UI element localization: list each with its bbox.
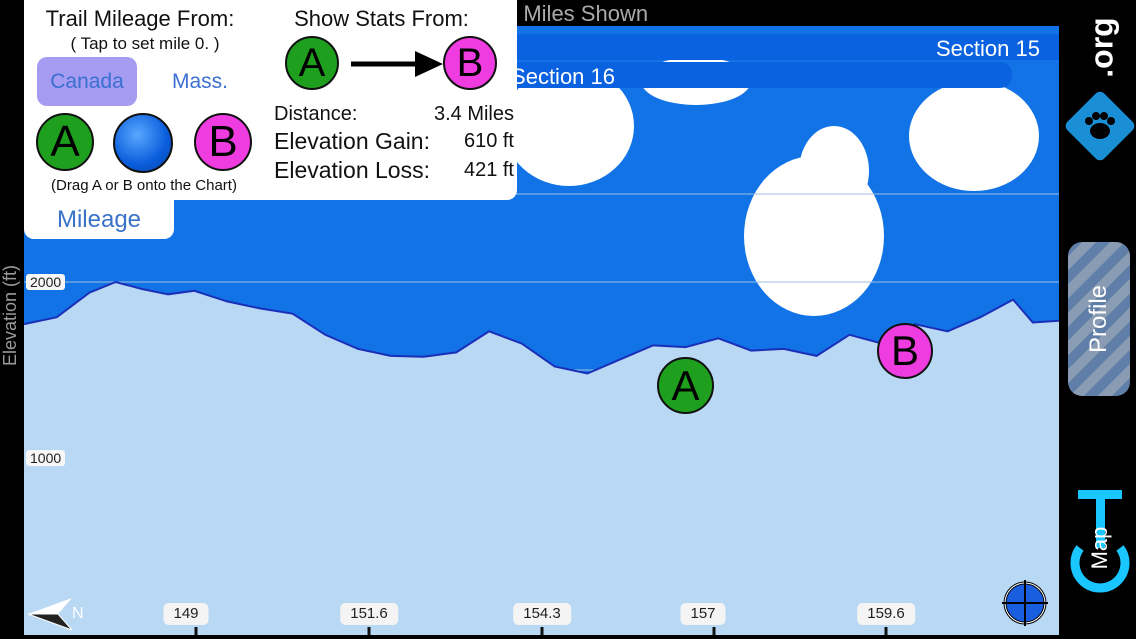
y-tick-2000: 2000	[26, 274, 66, 290]
distance-label: Distance:	[274, 103, 358, 125]
canada-button[interactable]: Canada	[37, 57, 137, 106]
section-15-label[interactable]: Section 15	[936, 36, 1040, 61]
elevation-area	[24, 282, 1059, 635]
marker-b-button[interactable]: B	[194, 113, 252, 171]
trail-mileage-title: Trail Mileage From:	[45, 6, 235, 31]
elevation-gain-label: Elevation Gain:	[274, 128, 430, 154]
paw-icon[interactable]	[1063, 89, 1136, 163]
y-tick-1000: 1000	[26, 450, 66, 466]
x-tick-label: 151.6	[340, 603, 398, 625]
x-tick-label: 159.6	[857, 603, 915, 625]
mass-button[interactable]: Mass.	[171, 70, 228, 93]
drag-hint: (Drag A or B onto the Chart)	[51, 177, 237, 194]
marker-a-button[interactable]: A	[36, 113, 94, 171]
map-button[interactable]: Map	[1070, 488, 1130, 608]
stats-panel: Trail Mileage From: ( Tap to set mile 0.…	[24, 0, 517, 200]
crosshair-icon	[1002, 580, 1048, 626]
locate-button[interactable]	[1002, 580, 1048, 626]
map-label: Map	[1087, 526, 1112, 570]
elevation-loss-value: 421 ft	[463, 159, 514, 181]
elevation-loss-label: Elevation Loss:	[274, 157, 430, 183]
x-tick-mark	[540, 627, 544, 635]
stats-to-b: B	[443, 36, 497, 90]
x-tick-mark	[884, 627, 888, 635]
profile-label: Profile	[1085, 284, 1112, 354]
section-16-label[interactable]: Section 16	[511, 64, 615, 89]
mileage-tab[interactable]: Mileage	[24, 198, 174, 239]
x-tick-label: 154.3	[513, 603, 571, 625]
distance-value: 3.4 Miles	[433, 103, 514, 125]
trail-mileage-subtitle: ( Tap to set mile 0. )	[70, 34, 220, 53]
location-marker-button[interactable]	[113, 113, 173, 173]
marker-a-on-chart[interactable]: A	[657, 357, 714, 414]
stats-title: Show Stats From:	[294, 6, 469, 31]
ct-logo	[1070, 490, 1130, 593]
marker-b-on-chart[interactable]: B	[877, 323, 933, 379]
compass-north-label: N	[72, 605, 84, 622]
x-tick-label: 149	[163, 603, 209, 625]
y-axis-label: Elevation (ft)	[0, 264, 20, 366]
profile-button[interactable]: Profile	[1068, 242, 1130, 396]
x-tick-label: 157	[680, 603, 726, 625]
x-tick-mark	[194, 627, 198, 635]
x-tick-mark	[712, 627, 716, 635]
x-tick-mark	[367, 627, 371, 635]
miles-shown-title: 9 Miles Shown	[505, 1, 649, 26]
elevation-gain-value: 610 ft	[463, 130, 514, 152]
org-logo-text: .org	[1083, 17, 1120, 78]
compass-icon	[27, 598, 73, 631]
stats-from-a: A	[285, 36, 339, 90]
compass[interactable]: N	[26, 596, 96, 632]
paw-glyph	[1085, 112, 1115, 139]
arrow-right-icon	[351, 51, 443, 77]
